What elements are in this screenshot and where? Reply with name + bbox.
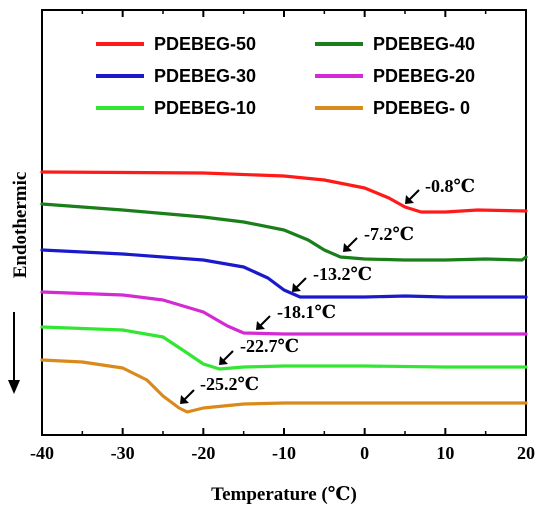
legend-label: PDEBEG-30 (154, 66, 256, 86)
annotation-label: -22.7℃ (240, 336, 299, 356)
annotation: -13.2℃ (292, 264, 372, 292)
legend-label: PDEBEG- 0 (373, 98, 470, 118)
x-tick-label: 0 (360, 443, 369, 463)
legend-item: PDEBEG-40 (315, 34, 475, 54)
x-axis-title: Temperature (℃) (211, 484, 357, 505)
annotation: -22.7℃ (219, 336, 299, 365)
annotation-arrowhead (180, 395, 189, 404)
x-tick-label: -20 (191, 443, 215, 463)
annotation-arrowhead (256, 321, 265, 330)
annotation-label: -7.2℃ (364, 224, 414, 244)
annotation-arrowhead (292, 283, 301, 292)
legend-item: PDEBEG- 0 (315, 98, 470, 118)
x-ticks: -40 -30 -20 -10 0 10 20 (30, 10, 535, 463)
annotation-label: -0.8℃ (425, 176, 475, 196)
legend: PDEBEG-50 PDEBEG-40 PDEBEG-30 PDEBEG-20 PDEB… (96, 34, 475, 118)
legend-item: PDEBEG-50 (96, 34, 256, 54)
annotation: -25.2℃ (180, 374, 259, 404)
legend-label: PDEBEG-20 (373, 66, 475, 86)
x-tick-label: 20 (517, 443, 535, 463)
x-tick-label: -30 (111, 443, 135, 463)
series-line (40, 325, 528, 371)
legend-item: PDEBEG-30 (96, 66, 256, 86)
series-line (40, 358, 528, 414)
y-axis-title: Endothermic (10, 172, 31, 279)
annotation-arrowhead (219, 356, 228, 365)
annotation: -0.8℃ (405, 176, 475, 204)
annotation-label: -13.2℃ (313, 264, 372, 284)
annotation-label: -25.2℃ (200, 374, 259, 394)
annotation-arrowhead (405, 195, 414, 204)
x-tick-label: 10 (436, 443, 454, 463)
legend-label: PDEBEG-40 (373, 34, 475, 54)
series-line (40, 248, 528, 299)
legend-label: PDEBEG-50 (154, 34, 256, 54)
series-line (40, 170, 528, 214)
series-line (40, 202, 528, 262)
annotation: -18.1℃ (256, 302, 336, 330)
x-tick-label: -40 (30, 443, 54, 463)
legend-item: PDEBEG-20 (315, 66, 475, 86)
series-line (40, 290, 528, 336)
curves (40, 170, 528, 414)
annotation-label: -18.1℃ (277, 302, 336, 322)
annotations: -0.8℃ -7.2℃ -13.2℃ -18.1℃ -22.7℃ -25.2℃ (180, 176, 475, 404)
endothermic-arrow (8, 312, 20, 394)
x-tick-label: -10 (272, 443, 296, 463)
annotation: -7.2℃ (343, 224, 414, 252)
legend-item: PDEBEG-10 (96, 98, 256, 118)
legend-label: PDEBEG-10 (154, 98, 256, 118)
annotation-arrowhead (343, 243, 352, 252)
